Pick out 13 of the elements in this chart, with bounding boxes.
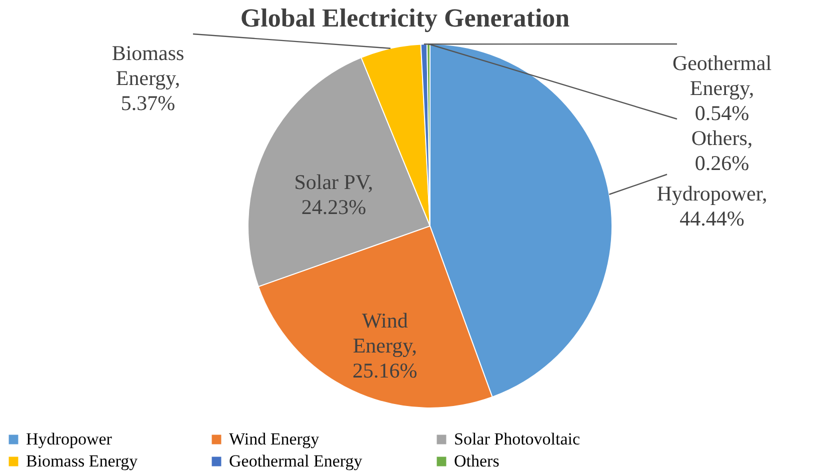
data-label: Others, 0.26% [691, 126, 753, 175]
legend-label: Hydropower [26, 430, 112, 449]
data-label: Biomass Energy, 5.37% [112, 41, 184, 115]
data-label: Geothermal Energy, 0.54% [672, 51, 772, 125]
legend-label: Solar Photovoltaic [454, 430, 581, 449]
data-label: Solar PV, 24.23% [294, 170, 374, 219]
legend-label: Wind Energy [229, 430, 320, 449]
legend-label: Geothermal Energy [229, 452, 363, 470]
chart-title: Global Electricity Generation [240, 3, 570, 32]
data-label: Wind Energy, 25.16% [352, 308, 418, 382]
data-label: Hydropower, 44.44% [656, 181, 768, 230]
legend-label: Others [454, 452, 500, 470]
legend-label: Biomass Energy [26, 452, 138, 470]
